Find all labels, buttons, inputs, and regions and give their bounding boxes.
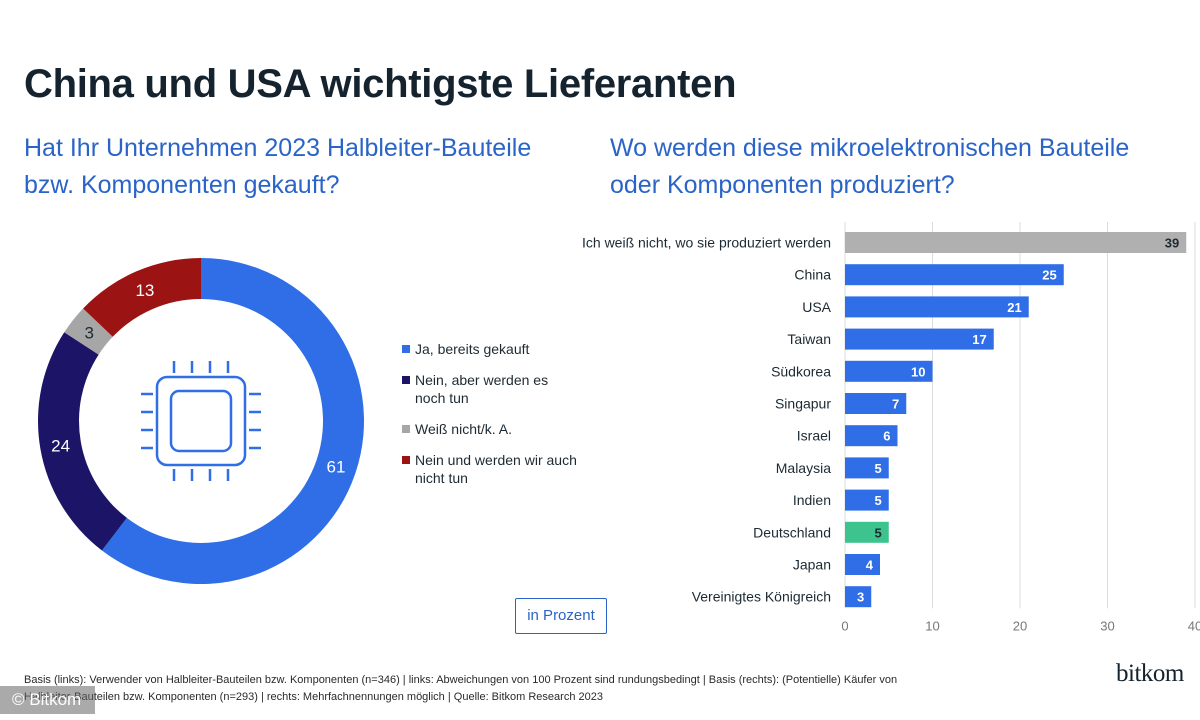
bar-value-label: 25 <box>1042 268 1056 283</box>
left-question: Hat Ihr Unternehmen 2023 Halbleiter-Baut… <box>24 134 532 199</box>
bar <box>845 328 994 350</box>
category-label: Deutschland <box>753 524 831 540</box>
bar-value-label: 5 <box>875 525 882 540</box>
donut-slice <box>64 308 113 355</box>
page-title: China und USA wichtigste Lieferanten <box>24 62 737 106</box>
legend-item-nein-aber: Nein, aber werden es noch tun <box>402 371 582 407</box>
donut-legend: Ja, bereits gekauft Nein, aber werden es… <box>402 340 582 500</box>
bar <box>845 554 880 575</box>
bar <box>845 521 889 543</box>
bar <box>845 393 907 414</box>
bar-value-label: 3 <box>857 590 864 605</box>
bitkom-logo: bitkom <box>1116 660 1184 687</box>
legend-label-weiss-nicht: Weiß nicht/k. A. <box>415 421 512 437</box>
category-label: Israel <box>797 428 831 444</box>
bar <box>845 232 1187 253</box>
footer-line-1: Basis (links): Verwender von Halbleiter-… <box>24 674 898 686</box>
category-label: Vereinigtes Königreich <box>692 589 831 605</box>
bar-value-label: 5 <box>875 493 882 508</box>
category-label: Singapur <box>775 396 831 412</box>
donut-value-label: 3 <box>84 324 93 343</box>
bar-value-label: 4 <box>866 558 874 573</box>
bar-value-label: 5 <box>875 461 882 476</box>
legend-item-weiss-nicht: Weiß nicht/k. A. <box>402 420 582 438</box>
bar-value-label: 6 <box>883 429 890 444</box>
bar-value-label: 10 <box>911 364 925 379</box>
legend-swatch-ja <box>402 345 410 353</box>
category-label: Japan <box>793 557 831 573</box>
bar-value-label: 21 <box>1007 300 1021 315</box>
category-label: Ich weiß nicht, wo sie produziert werden <box>582 235 831 251</box>
category-label: Südkorea <box>771 363 831 379</box>
microchip-icon <box>141 361 261 481</box>
category-label: China <box>794 267 831 283</box>
legend-item-ja: Ja, bereits gekauft <box>402 340 582 358</box>
copyright-badge: © Bitkom <box>0 686 96 714</box>
legend-label-nein-und: Nein und werden wir auch nicht tun <box>415 452 577 486</box>
category-label: Taiwan <box>787 331 831 347</box>
donut-value-label: 24 <box>51 436 70 455</box>
footer-line-2: Halbleiter-Bauteilen bzw. Komponenten (n… <box>24 691 603 703</box>
bar <box>845 296 1029 318</box>
bar <box>845 489 889 511</box>
bar <box>845 425 898 447</box>
donut-slice <box>38 332 127 551</box>
x-tick-label: 0 <box>841 618 848 633</box>
footer-note: Basis (links): Verwender von Halbleiter-… <box>24 672 984 706</box>
bar <box>845 360 933 382</box>
bar-value-label: 17 <box>972 332 986 347</box>
bar <box>845 457 889 479</box>
category-label: Indien <box>793 492 831 508</box>
donut-slice <box>101 258 364 585</box>
bar-value-label: 39 <box>1165 236 1179 251</box>
x-tick-label: 30 <box>1100 618 1114 633</box>
x-tick-label: 10 <box>925 618 939 633</box>
legend-swatch-nein-aber <box>402 376 410 384</box>
bar-chart: 0 10 20 30 40 Ich weiß nicht, wo sie produzie… <box>582 222 1200 633</box>
bar-value-label: 7 <box>892 397 899 412</box>
bar <box>845 264 1064 286</box>
right-question: Wo werden diese mikroelektronischen Baut… <box>610 134 1130 199</box>
x-tick-label: 20 <box>1013 618 1027 633</box>
legend-label-nein-aber: Nein, aber werden es noch tun <box>415 372 549 406</box>
x-tick-label: 40 <box>1188 618 1200 633</box>
donut-chart: 61 24 3 13 <box>38 258 364 585</box>
donut-slice <box>83 258 201 337</box>
bar <box>845 586 872 608</box>
unit-label: in Prozent <box>515 598 607 634</box>
legend-swatch-nein-und <box>402 456 410 464</box>
category-label: USA <box>802 299 831 315</box>
legend-item-nein-und: Nein und werden wir auch nicht tun <box>402 451 582 487</box>
legend-swatch-weiss-nicht <box>402 425 410 433</box>
donut-value-label: 13 <box>135 281 154 300</box>
category-label: Malaysia <box>776 460 831 476</box>
legend-label-ja: Ja, bereits gekauft <box>415 341 530 357</box>
donut-value-label: 61 <box>327 458 346 477</box>
